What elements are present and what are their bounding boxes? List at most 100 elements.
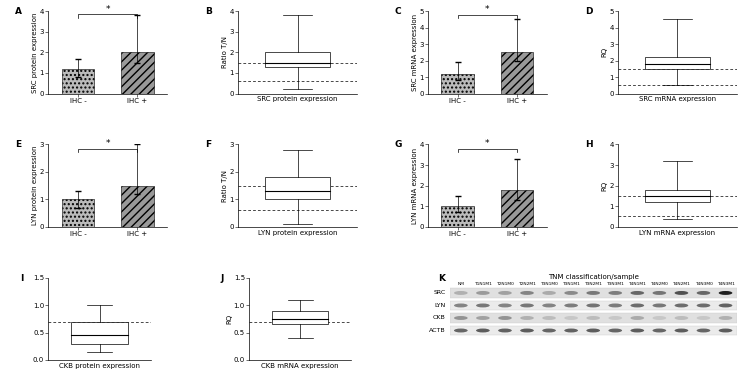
Text: C: C	[395, 7, 402, 16]
Ellipse shape	[542, 303, 556, 307]
Ellipse shape	[609, 291, 622, 295]
Text: *: *	[485, 139, 490, 148]
Ellipse shape	[564, 316, 578, 320]
Ellipse shape	[542, 328, 556, 333]
Text: K: K	[438, 274, 446, 284]
Bar	[441, 74, 474, 93]
Bar	[450, 288, 737, 298]
Ellipse shape	[696, 303, 711, 307]
Ellipse shape	[675, 303, 688, 307]
Bar	[265, 177, 330, 200]
Ellipse shape	[564, 291, 578, 295]
Text: *: *	[106, 4, 110, 13]
Text: T4N2M1: T4N2M1	[673, 282, 690, 286]
Ellipse shape	[630, 291, 644, 295]
Y-axis label: RQ: RQ	[226, 314, 232, 324]
Bar	[450, 314, 737, 322]
Text: H: H	[585, 140, 592, 149]
Text: T4N1M1: T4N1M1	[629, 282, 647, 286]
Ellipse shape	[652, 291, 666, 295]
Text: T3N1M1: T3N1M1	[562, 282, 580, 286]
X-axis label: LYN mRNA expression: LYN mRNA expression	[639, 230, 715, 236]
Ellipse shape	[586, 291, 600, 295]
Bar	[62, 200, 94, 227]
Ellipse shape	[675, 316, 688, 320]
Ellipse shape	[719, 303, 732, 307]
Ellipse shape	[520, 316, 534, 320]
Y-axis label: RQ: RQ	[602, 47, 608, 57]
Ellipse shape	[652, 303, 666, 307]
Text: T4N3M0: T4N3M0	[695, 282, 713, 286]
Ellipse shape	[454, 291, 468, 295]
X-axis label: SRC protein expression: SRC protein expression	[257, 96, 338, 102]
Bar	[121, 186, 154, 227]
Text: T4N2M0: T4N2M0	[650, 282, 668, 286]
Bar	[265, 53, 330, 67]
Y-axis label: Ratio T/N: Ratio T/N	[222, 36, 228, 68]
Y-axis label: SRC mRNA expression: SRC mRNA expression	[412, 14, 418, 91]
Text: TNM classification/sample: TNM classification/sample	[548, 274, 638, 280]
Ellipse shape	[476, 328, 490, 333]
Bar	[272, 310, 328, 324]
Ellipse shape	[675, 328, 688, 333]
Ellipse shape	[696, 328, 711, 333]
Text: E: E	[15, 140, 22, 149]
Ellipse shape	[630, 316, 644, 320]
Ellipse shape	[719, 328, 732, 333]
Ellipse shape	[520, 328, 534, 333]
Ellipse shape	[564, 328, 578, 333]
Y-axis label: RQ: RQ	[602, 181, 608, 190]
Bar	[71, 322, 128, 344]
X-axis label: CKB protein expression: CKB protein expression	[59, 363, 140, 369]
Text: T2N2M1: T2N2M1	[518, 282, 536, 286]
Ellipse shape	[609, 303, 622, 307]
Text: CKB: CKB	[433, 315, 446, 321]
Ellipse shape	[586, 328, 600, 333]
Text: F: F	[205, 140, 211, 149]
Text: SRC: SRC	[433, 291, 446, 296]
Text: NM: NM	[458, 282, 464, 286]
Ellipse shape	[564, 303, 578, 307]
Ellipse shape	[652, 328, 666, 333]
Bar	[62, 69, 94, 93]
X-axis label: LYN protein expression: LYN protein expression	[257, 230, 337, 236]
Ellipse shape	[719, 316, 732, 320]
Text: J: J	[220, 274, 224, 283]
Ellipse shape	[719, 291, 732, 295]
Ellipse shape	[675, 291, 688, 295]
Text: T2N1M0: T2N1M0	[496, 282, 514, 286]
Bar	[121, 53, 154, 93]
Text: T3N1M0: T3N1M0	[540, 282, 558, 286]
X-axis label: CKB mRNA expression: CKB mRNA expression	[261, 363, 339, 369]
Ellipse shape	[696, 316, 711, 320]
X-axis label: SRC mRNA expression: SRC mRNA expression	[638, 96, 716, 102]
Ellipse shape	[498, 328, 512, 333]
Ellipse shape	[476, 291, 490, 295]
Text: D: D	[585, 7, 592, 16]
Ellipse shape	[630, 328, 644, 333]
Y-axis label: LYN protein expression: LYN protein expression	[32, 146, 38, 225]
Text: *: *	[485, 5, 490, 14]
Text: ACTB: ACTB	[429, 328, 446, 333]
Y-axis label: Ratio T/N: Ratio T/N	[222, 170, 228, 202]
Ellipse shape	[696, 291, 711, 295]
Bar	[644, 190, 710, 202]
Y-axis label: SRC protein expression: SRC protein expression	[32, 12, 38, 93]
Text: G: G	[395, 140, 403, 149]
Text: T1N1M1: T1N1M1	[474, 282, 492, 286]
Ellipse shape	[476, 316, 490, 320]
Text: T3N3M1: T3N3M1	[606, 282, 624, 286]
Ellipse shape	[454, 303, 468, 307]
Ellipse shape	[454, 328, 468, 333]
Bar	[450, 301, 737, 310]
Ellipse shape	[476, 303, 490, 307]
Text: B: B	[205, 7, 212, 16]
Text: LYN: LYN	[434, 303, 446, 308]
Bar	[501, 190, 533, 227]
Ellipse shape	[498, 291, 512, 295]
Ellipse shape	[520, 291, 534, 295]
Text: T3N2M1: T3N2M1	[584, 282, 602, 286]
Text: *: *	[106, 139, 110, 148]
Ellipse shape	[498, 316, 512, 320]
Text: A: A	[15, 7, 22, 16]
